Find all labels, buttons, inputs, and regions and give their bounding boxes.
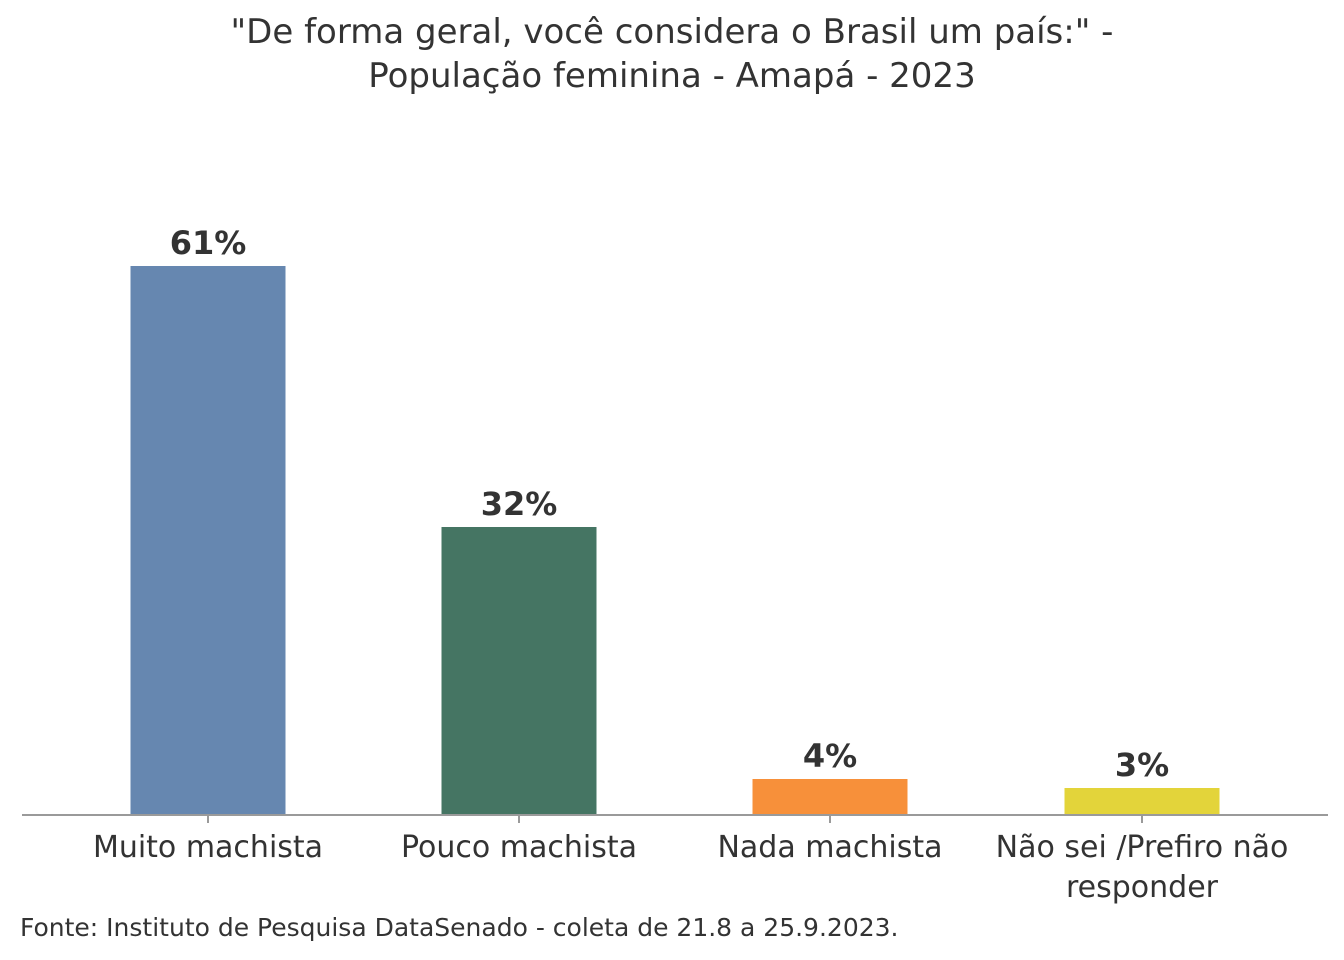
data-label-4: 3% [1115,746,1169,784]
chart-title-line-2: População feminina - Amapá - 2023 [368,56,976,96]
x-tick-label-4-line-1: Não sei /Prefiro não [996,830,1289,865]
bar-2 [441,527,597,815]
x-tick-label-1: Muito machista [93,830,323,865]
bar-3 [752,779,908,815]
chart-title: "De forma geral, você considera o Brasil… [0,10,1344,98]
data-label-1: 61% [170,224,247,262]
data-label-3: 4% [803,737,857,775]
bar-1 [130,266,286,815]
x-tick-label-2: Pouco machista [401,830,637,865]
source-note: Fonte: Instituto de Pesquisa DataSenado … [20,913,899,942]
x-tick-label-4-line-2: responder [1066,870,1219,905]
data-label-2: 32% [481,485,558,523]
chart-title-line-1: "De forma geral, você considera o Brasil… [230,12,1114,52]
bar-4 [1064,788,1220,815]
x-tick-label-3: Nada machista [717,830,942,865]
